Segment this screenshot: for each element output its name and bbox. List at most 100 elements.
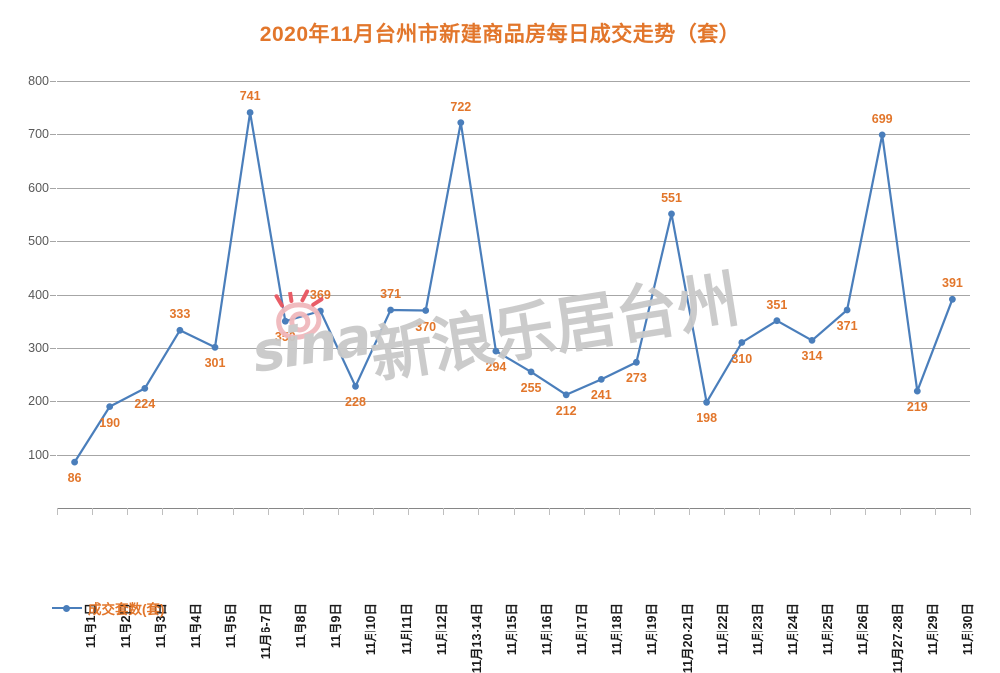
x-tick-mark xyxy=(92,508,94,515)
bottom-edge xyxy=(0,632,1000,634)
data-point-label: 212 xyxy=(555,403,577,418)
data-point xyxy=(492,347,500,355)
data-point xyxy=(71,458,78,466)
data-point-label: 369 xyxy=(309,288,331,303)
y-tick-mark xyxy=(50,81,56,82)
data-point-label: 273 xyxy=(625,371,647,386)
x-tick-mark xyxy=(513,508,515,515)
x-tick-mark xyxy=(899,508,901,515)
data-point xyxy=(913,387,921,395)
data-point xyxy=(281,317,289,325)
y-tick-label: 600 xyxy=(28,180,49,195)
y-tick-mark xyxy=(50,187,56,189)
x-tick-mark xyxy=(934,508,936,515)
x-tick-mark xyxy=(302,508,304,515)
data-point xyxy=(106,403,114,410)
legend-swatch-icon xyxy=(52,602,82,614)
gridline xyxy=(57,241,970,243)
data-point xyxy=(176,326,184,334)
data-point-label: 551 xyxy=(661,190,682,205)
chart-container: 2020年11月台州市新建商品房每日成交走势（套） 100 200 300 400 50… xyxy=(0,23,1000,673)
gridline xyxy=(57,81,970,82)
y-tick-label: 100 xyxy=(28,447,49,462)
data-point-label: 314 xyxy=(801,349,823,364)
x-tick-mark xyxy=(864,508,866,515)
data-point xyxy=(738,339,746,346)
x-tick-mark xyxy=(970,508,971,515)
data-point xyxy=(843,306,851,314)
data-point xyxy=(597,376,605,383)
data-point xyxy=(352,382,359,390)
data-point-label: 391 xyxy=(942,276,963,291)
y-tick-label: 700 xyxy=(28,127,49,142)
y-tick-label: 800 xyxy=(28,74,49,88)
legend: 成交套数(套) xyxy=(52,598,165,618)
y-tick-mark xyxy=(50,134,56,136)
data-point xyxy=(211,343,219,351)
data-point xyxy=(562,391,570,399)
legend-label: 成交套数(套) xyxy=(88,602,165,617)
data-point-label: 198 xyxy=(696,411,718,426)
data-point-label: 699 xyxy=(871,111,893,126)
data-point xyxy=(387,306,394,314)
x-tick-mark xyxy=(478,508,480,515)
y-tick-label: 400 xyxy=(28,287,49,302)
gridline xyxy=(57,347,970,349)
data-point xyxy=(246,109,254,116)
x-tick-mark xyxy=(408,508,410,515)
data-point-label: 351 xyxy=(766,297,788,312)
x-tick-mark xyxy=(583,508,585,515)
data-point-label: 301 xyxy=(204,356,226,371)
data-point-label: 371 xyxy=(380,286,402,301)
data-point xyxy=(457,119,465,126)
x-tick-mark xyxy=(829,508,831,515)
x-tick-mark xyxy=(267,508,269,515)
x-axis-ticks xyxy=(57,508,971,515)
data-point-label: 371 xyxy=(836,318,858,333)
data-point-label: 255 xyxy=(520,380,542,395)
y-tick-label: 200 xyxy=(28,394,49,409)
x-tick-mark xyxy=(232,508,234,515)
gridline xyxy=(57,454,970,456)
data-point-label: 241 xyxy=(590,388,612,403)
series-markers xyxy=(71,109,956,466)
y-tick-mark xyxy=(50,241,56,243)
data-point xyxy=(317,307,324,315)
gridline xyxy=(57,187,970,189)
data-point xyxy=(633,358,640,366)
data-point-label: 350 xyxy=(274,330,296,345)
x-tick-mark xyxy=(548,508,550,515)
data-point xyxy=(141,385,149,392)
x-tick-mark xyxy=(337,508,339,515)
data-point xyxy=(808,337,816,344)
data-point-label: 310 xyxy=(731,351,753,366)
x-tick-mark xyxy=(689,508,691,515)
x-tick-mark xyxy=(794,508,796,515)
data-point xyxy=(878,131,886,139)
y-tick-mark xyxy=(50,294,56,296)
line-series xyxy=(71,109,956,466)
data-point-label: 294 xyxy=(485,360,507,375)
y-tick-label: 300 xyxy=(28,340,49,355)
data-point xyxy=(668,210,675,218)
x-tick-mark xyxy=(57,508,58,515)
x-tick-mark xyxy=(197,508,199,515)
data-point-label: 722 xyxy=(450,99,472,114)
gridline xyxy=(57,401,970,403)
data-point xyxy=(703,398,710,406)
data-point-label: 86 xyxy=(67,471,82,486)
data-point-label: 190 xyxy=(99,415,121,430)
data-point-label: 228 xyxy=(345,395,366,410)
x-tick-mark xyxy=(373,508,375,515)
x-tick-mark xyxy=(162,508,164,515)
data-point xyxy=(949,295,956,303)
x-tick-mark xyxy=(127,508,129,515)
x-tick-mark xyxy=(759,508,761,515)
x-tick-mark xyxy=(618,508,620,515)
data-point xyxy=(527,368,535,376)
data-point xyxy=(773,317,781,325)
data-point xyxy=(422,307,430,314)
data-point-label: 741 xyxy=(239,89,261,104)
data-point-label: 224 xyxy=(134,397,156,412)
chart-title: 2020年11月台州市新建商品房每日成交走势（套） xyxy=(259,23,741,46)
